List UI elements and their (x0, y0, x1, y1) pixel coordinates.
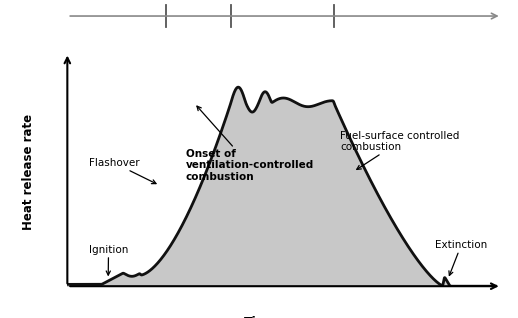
Text: Heat release rate: Heat release rate (22, 114, 35, 230)
Text: Flashover: Flashover (89, 158, 156, 183)
Text: Fuel-surface controlled
combustion: Fuel-surface controlled combustion (340, 130, 460, 169)
Text: Extinction: Extinction (435, 240, 487, 275)
Text: Onset of
ventilation-controlled
combustion: Onset of ventilation-controlled combusti… (185, 106, 314, 182)
Text: Ignition: Ignition (89, 245, 128, 275)
Text: Time: Time (243, 316, 278, 318)
